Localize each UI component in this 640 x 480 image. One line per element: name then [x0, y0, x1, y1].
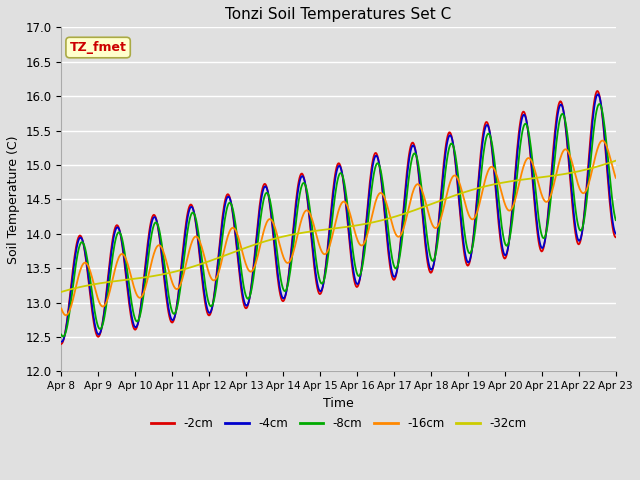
Text: TZ_fmet: TZ_fmet [70, 41, 127, 54]
X-axis label: Time: Time [323, 396, 354, 410]
Legend: -2cm, -4cm, -8cm, -16cm, -32cm: -2cm, -4cm, -8cm, -16cm, -32cm [146, 412, 531, 434]
Y-axis label: Soil Temperature (C): Soil Temperature (C) [7, 135, 20, 264]
Title: Tonzi Soil Temperatures Set C: Tonzi Soil Temperatures Set C [225, 7, 452, 22]
